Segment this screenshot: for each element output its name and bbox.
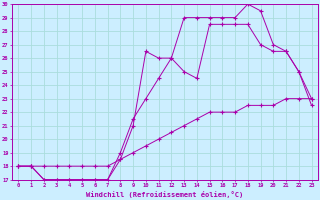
X-axis label: Windchill (Refroidissement éolien,°C): Windchill (Refroidissement éolien,°C) <box>86 191 244 198</box>
